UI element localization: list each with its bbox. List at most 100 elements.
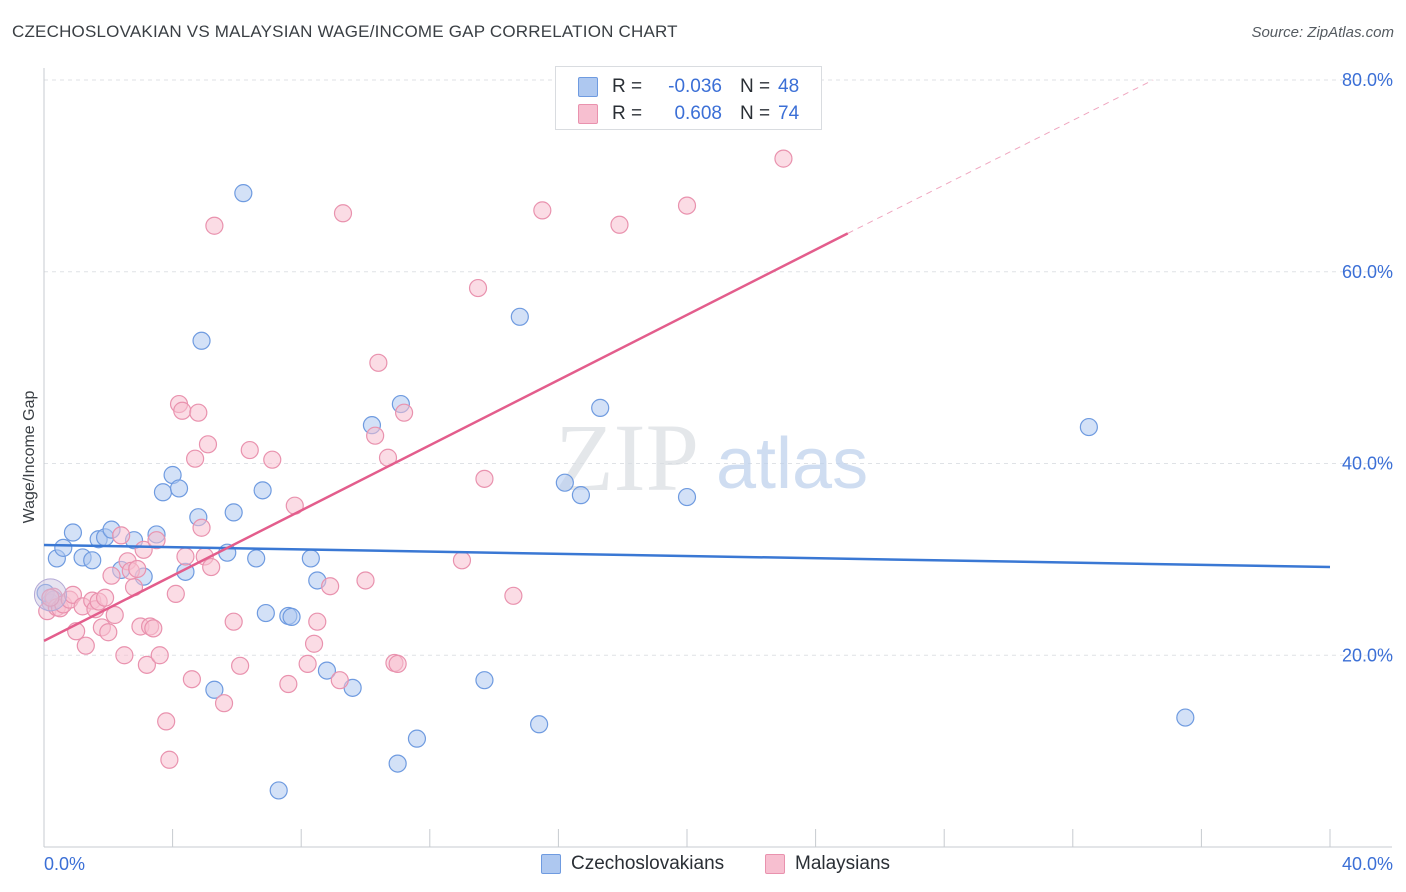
- point-czechoslovakians: [282, 607, 301, 627]
- watermark: ZIP atlas: [555, 404, 868, 511]
- point-czechoslovakians: [234, 184, 253, 203]
- point-malaysians: [76, 636, 95, 655]
- bottom-legend-malaysians: Malaysians: [765, 852, 890, 876]
- point-malaysians: [356, 571, 375, 590]
- point-malaysians: [150, 646, 169, 665]
- bottom-legend-czechoslovakians: Czechoslovakians: [541, 852, 724, 876]
- point-czechoslovakians: [301, 549, 320, 568]
- point-malaysians: [102, 566, 121, 585]
- point-malaysians: [202, 557, 221, 577]
- point-malaysians: [166, 584, 185, 603]
- point-czechoslovakians: [1176, 708, 1195, 727]
- point-czechoslovakians: [192, 331, 211, 350]
- n-value: 74: [778, 103, 800, 124]
- point-malaysians: [468, 278, 488, 298]
- point-czechoslovakians: [388, 754, 407, 773]
- point-malaysians: [240, 440, 259, 460]
- point-malaysians: [186, 449, 205, 468]
- legend-swatch-pink: [765, 854, 785, 874]
- point-malaysians: [231, 656, 250, 675]
- chart-title: CZECHOSLOVAKIAN VS MALAYSIAN WAGE/INCOME…: [12, 22, 678, 41]
- watermark-atlas: atlas: [716, 424, 868, 504]
- legend-label: Czechoslovakians: [571, 853, 725, 874]
- trend-line-czechoslovakians: [43, 543, 1331, 569]
- r-value: 0.608: [674, 103, 722, 124]
- legend-row-malaysians: R = 0.608 N = 74: [578, 102, 799, 126]
- point-malaysians: [192, 518, 211, 537]
- point-czechoslovakians: [205, 680, 224, 699]
- point-malaysians: [369, 353, 388, 372]
- point-malaysians: [144, 619, 163, 638]
- point-czechoslovakians: [169, 479, 189, 498]
- y-tick-label: 40.0%: [1342, 454, 1393, 474]
- point-malaysians: [774, 149, 793, 168]
- point-malaysians: [610, 215, 629, 234]
- legend-row-czechoslovakians: R = -0.036 N = 48: [578, 75, 799, 99]
- point-czechoslovakians: [247, 549, 266, 568]
- trend-line-malaysians: [43, 232, 849, 642]
- point-malaysians: [173, 401, 192, 420]
- point-malaysians: [475, 469, 494, 488]
- legend-swatch-blue: [541, 854, 561, 874]
- point-malaysians: [304, 634, 324, 653]
- point-malaysians: [504, 586, 523, 605]
- point-malaysians: [388, 654, 407, 673]
- point-czechoslovakians: [407, 729, 427, 748]
- point-malaysians: [160, 750, 179, 769]
- gridlines: [44, 79, 1392, 656]
- point-malaysians: [677, 196, 697, 215]
- point-czechoslovakians: [555, 473, 574, 492]
- point-czechoslovakians: [530, 715, 549, 734]
- point-malaysians: [147, 531, 166, 550]
- point-malaysians: [95, 588, 115, 607]
- point-malaysians: [128, 559, 147, 579]
- y-tick-label: 20.0%: [1342, 645, 1393, 665]
- axes: [43, 68, 1392, 848]
- point-malaysians: [214, 694, 234, 713]
- y-axis-label: Wage/Income Gap: [21, 391, 38, 524]
- point-malaysians: [533, 201, 552, 220]
- point-malaysians: [224, 612, 243, 631]
- r-label: R =: [612, 103, 643, 124]
- trend-line-extension: [847, 79, 1154, 234]
- point-czechoslovakians: [317, 661, 337, 680]
- legend-label: Malaysians: [795, 853, 891, 874]
- y-tick-label: 60.0%: [1342, 262, 1393, 282]
- point-czechoslovakians: [63, 523, 83, 542]
- point-czechoslovakians: [153, 483, 173, 502]
- point-czechoslovakians: [256, 603, 275, 623]
- point-malaysians: [298, 654, 317, 673]
- point-czechoslovakians: [475, 671, 494, 690]
- point-czechoslovakians: [224, 503, 243, 522]
- point-czechoslovakians: [54, 538, 73, 557]
- point-malaysians: [41, 588, 60, 607]
- n-value: 48: [778, 76, 800, 97]
- point-czechoslovakians: [1079, 417, 1098, 437]
- r-label: R =: [612, 76, 643, 97]
- point-malaysians: [189, 403, 208, 422]
- point-malaysians: [308, 612, 327, 631]
- point-malaysians: [105, 605, 124, 625]
- legend-swatch-blue: [578, 77, 598, 97]
- point-malaysians: [182, 670, 201, 689]
- point-malaysians: [366, 426, 385, 445]
- x-tick-label: 0.0%: [44, 854, 85, 874]
- tick-labels: 20.0% 40.0% 60.0% 80.0% 0.0% 40.0%: [44, 70, 1393, 874]
- point-czechoslovakians: [571, 486, 591, 505]
- point-czechoslovakians: [83, 551, 102, 570]
- point-czechoslovakians: [253, 481, 272, 500]
- point-malaysians: [394, 403, 414, 422]
- point-malaysians: [99, 623, 118, 642]
- point-czechoslovakians: [269, 781, 288, 800]
- x-tick-label: 40.0%: [1342, 854, 1393, 874]
- trend-lines: [43, 79, 1331, 642]
- point-malaysians: [330, 671, 349, 690]
- y-tick-label: 80.0%: [1342, 70, 1393, 90]
- point-malaysians: [157, 712, 176, 731]
- point-malaysians: [112, 526, 131, 545]
- point-malaysians: [176, 547, 195, 566]
- point-malaysians: [279, 674, 298, 694]
- point-czechoslovakians: [510, 307, 529, 326]
- point-malaysians: [137, 655, 156, 674]
- legend-swatch-pink: [578, 104, 598, 124]
